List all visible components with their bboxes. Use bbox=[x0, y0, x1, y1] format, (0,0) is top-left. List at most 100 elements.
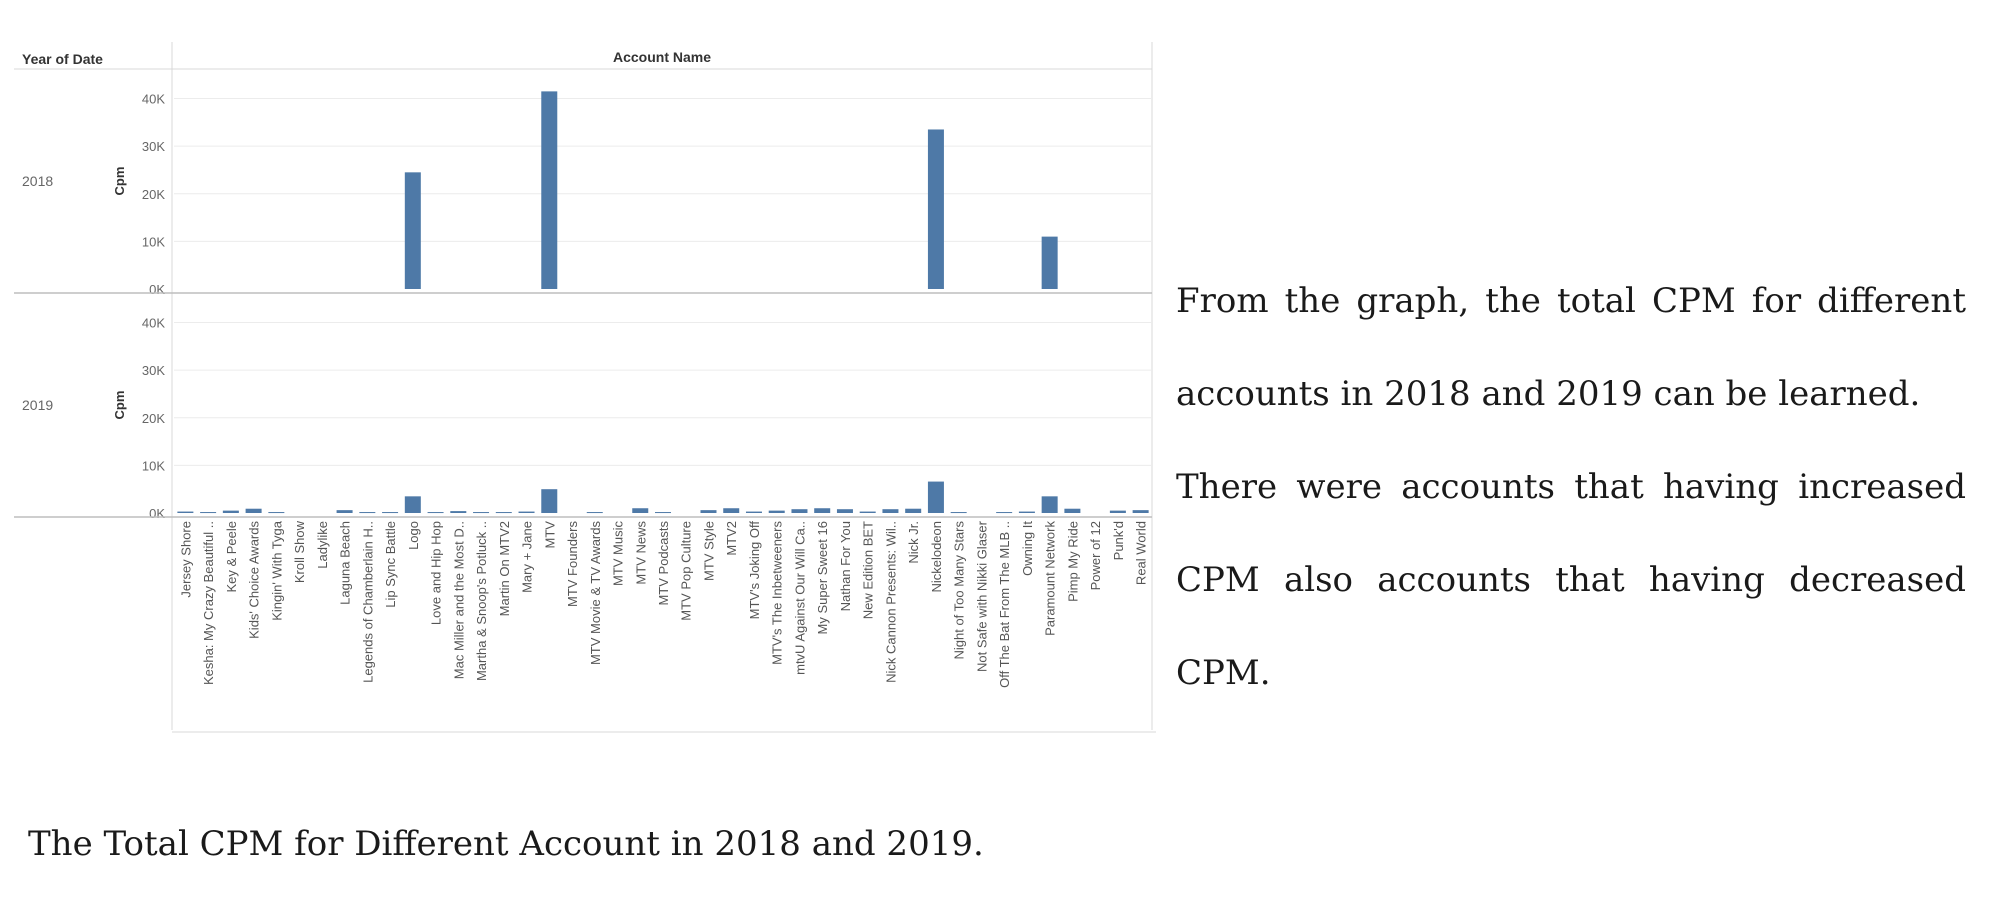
bar-2019-32 bbox=[905, 508, 922, 513]
bar-2019-2 bbox=[222, 510, 239, 513]
figure-caption: The Total CPM for Different Account in 2… bbox=[28, 824, 984, 864]
y-tick-label: 30K bbox=[142, 363, 165, 378]
pane-2019: 0K 10K 20K 30K 40K 2019 Cpm bbox=[14, 316, 1152, 521]
chart-panes: 0K 10K 20K 30K 40K 2018 Cpm 0K 10K 20K 30K 40K 2019 C… bbox=[14, 91, 1152, 521]
category-label: Mac Miller and the Most D.. bbox=[451, 521, 466, 679]
bar-2019-4 bbox=[268, 512, 285, 514]
category-label: MTV Style bbox=[701, 521, 716, 581]
bar-2019-21 bbox=[655, 512, 671, 514]
category-label: Mary + Jane bbox=[520, 521, 535, 593]
category-label: mtvU Against Our Will Ca.. bbox=[792, 521, 807, 675]
category-label: MTV's The Inbetweeners bbox=[770, 521, 785, 665]
bar-2019-24 bbox=[723, 508, 740, 513]
bar-2019-25 bbox=[745, 511, 762, 513]
bar-2018-38 bbox=[1041, 236, 1058, 289]
category-label: Nick Cannon Presents: Wil.. bbox=[883, 521, 898, 683]
column-header: Account Name bbox=[613, 49, 711, 65]
category-label: Kids' Choice Awards bbox=[247, 521, 262, 639]
bar-2019-20 bbox=[632, 508, 649, 513]
category-label: MTV2 bbox=[724, 521, 739, 556]
category-label: Ladylike bbox=[315, 521, 330, 569]
category-label: Nick Jr. bbox=[906, 521, 921, 564]
bar-2019-41 bbox=[1109, 510, 1126, 513]
category-label: MTV Movie & TV Awards bbox=[588, 521, 603, 666]
y-tick-label: 10K bbox=[142, 234, 165, 249]
bar-2019-30 bbox=[859, 511, 876, 513]
bar-2019-13 bbox=[473, 512, 490, 514]
category-label: Logo bbox=[406, 521, 421, 550]
category-label: Nickelodeon bbox=[929, 521, 944, 593]
bar-2019-1 bbox=[200, 512, 217, 514]
category-label: Power of 12 bbox=[1088, 521, 1103, 590]
category-label: Love and Hip Hop bbox=[429, 521, 444, 625]
bar-2019-33 bbox=[927, 481, 944, 513]
note-paragraph-2: There were accounts that having increase… bbox=[1176, 467, 1966, 693]
category-label: MTV Founders bbox=[565, 521, 580, 607]
bar-2018-10 bbox=[404, 172, 421, 289]
category-label: Nathan For You bbox=[838, 521, 853, 611]
category-label: Martin On MTV2 bbox=[497, 521, 512, 616]
bar-2019-26 bbox=[768, 510, 785, 513]
bar-2018-33 bbox=[927, 129, 944, 289]
category-label: New Edition BET bbox=[861, 521, 876, 619]
bar-2019-16 bbox=[541, 489, 558, 513]
category-label: Martha & Snoop's Potluck .. bbox=[474, 521, 489, 681]
category-label: Real World bbox=[1134, 521, 1149, 585]
bar-2019-31 bbox=[882, 509, 899, 513]
bar-2019-15 bbox=[518, 511, 535, 513]
bar-2019-10 bbox=[404, 496, 421, 513]
bar-2019-14 bbox=[495, 512, 512, 514]
bar-2019-18 bbox=[586, 512, 603, 514]
bar-2019-0 bbox=[177, 511, 194, 513]
category-label: Kesha: My Crazy Beautiful .. bbox=[201, 521, 216, 685]
category-label: MTV bbox=[542, 521, 557, 549]
y-tick-label: 40K bbox=[142, 92, 165, 107]
y-axis-title: Cpm bbox=[112, 391, 127, 420]
bar-2019-11 bbox=[427, 512, 444, 514]
y-tick-label: 20K bbox=[142, 187, 165, 202]
category-label: MTV Music bbox=[611, 521, 626, 587]
bar-2019-29 bbox=[836, 509, 853, 513]
bar-2019-12 bbox=[450, 511, 467, 513]
y-tick-label: 0K bbox=[149, 506, 165, 521]
category-label: MTV News bbox=[633, 521, 648, 585]
category-label: Owning It bbox=[1020, 521, 1035, 576]
category-label: Off The Bat From The MLB .. bbox=[997, 521, 1012, 688]
category-label: Legends of Chamberlain H.. bbox=[360, 521, 375, 683]
cpm-bar-chart: Year of Date Account Name 0K 10K 20K 30K 40K… bbox=[14, 42, 1156, 733]
y-tick-label: 30K bbox=[142, 139, 165, 154]
bar-2019-39 bbox=[1064, 508, 1081, 513]
category-label: Punk'd bbox=[1111, 521, 1126, 560]
bar-2019-8 bbox=[359, 512, 376, 514]
y-tick-label: 20K bbox=[142, 411, 165, 426]
category-label: Kingin' With Tyga bbox=[269, 520, 284, 621]
category-label: Laguna Beach bbox=[338, 521, 353, 605]
bar-2019-37 bbox=[1018, 511, 1035, 513]
y-tick-label: 40K bbox=[142, 316, 165, 331]
category-label: MTV Podcasts bbox=[656, 521, 671, 606]
y-tick-label: 0K bbox=[149, 282, 165, 297]
category-label: Not Safe with Nikki Glaser bbox=[974, 520, 989, 672]
bar-2019-38 bbox=[1041, 496, 1058, 513]
pane-2018: 0K 10K 20K 30K 40K 2018 Cpm bbox=[14, 91, 1152, 297]
bar-2019-7 bbox=[336, 510, 353, 513]
bar-2019-3 bbox=[245, 508, 262, 513]
bar-2019-36 bbox=[996, 512, 1013, 514]
bar-2019-9 bbox=[382, 512, 399, 514]
category-label: Lip Sync Battle bbox=[383, 521, 398, 608]
category-label: MTV's Joking Off bbox=[747, 521, 762, 620]
category-label: Pimp My Ride bbox=[1065, 521, 1080, 602]
bar-2018-16 bbox=[541, 91, 558, 289]
category-label: Paramount Network bbox=[1043, 521, 1058, 636]
year-label: 2019 bbox=[22, 397, 53, 413]
bar-2019-28 bbox=[814, 508, 831, 513]
bar-2019-23 bbox=[700, 510, 717, 513]
category-label: Kroll Show bbox=[292, 520, 307, 583]
row-header: Year of Date bbox=[22, 51, 103, 67]
y-axis-title: Cpm bbox=[112, 167, 127, 196]
category-labels: Jersey Shore Kesha: My Crazy Beautiful ..… bbox=[178, 520, 1148, 688]
y-tick-label: 10K bbox=[142, 458, 165, 473]
bar-2019-27 bbox=[791, 509, 808, 513]
category-label: My Super Sweet 16 bbox=[815, 521, 830, 634]
